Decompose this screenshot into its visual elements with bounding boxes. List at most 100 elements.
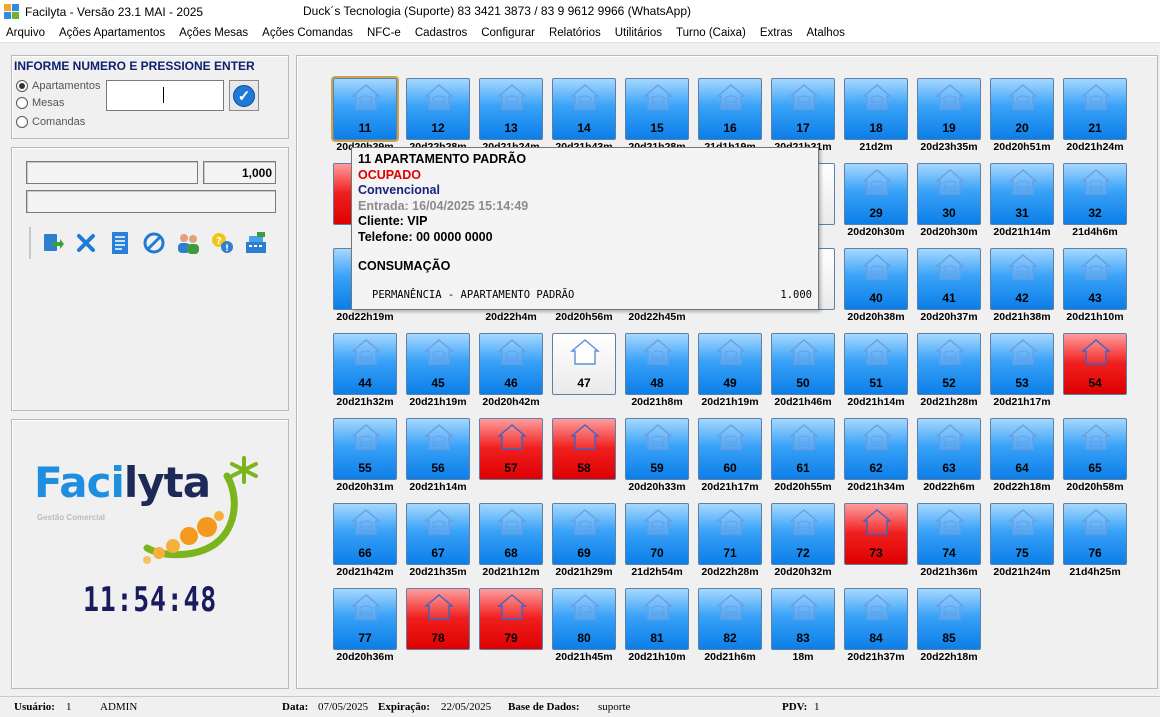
room-tile[interactable]: 83 — [771, 588, 835, 650]
room-tile[interactable]: 52 — [917, 333, 981, 395]
delete-icon[interactable] — [71, 228, 101, 258]
quantity-field[interactable]: 1,000 — [203, 161, 276, 184]
menu-arquivo[interactable]: Arquivo — [6, 26, 45, 39]
room-tile[interactable]: 47 — [552, 333, 616, 395]
room-tile[interactable]: 20 — [990, 78, 1054, 140]
room-tile[interactable]: 21 — [1063, 78, 1127, 140]
menu-relat-rios[interactable]: Relatórios — [548, 26, 601, 39]
radio-apartamentos[interactable]: Apartamentos — [16, 80, 100, 92]
room-tile[interactable]: 67 — [406, 503, 470, 565]
menu-bar: Arquivo Ações Apartamentos Ações Mesas Açõe… — [0, 23, 1160, 43]
room-tile[interactable]: 65 — [1063, 418, 1127, 480]
room-tile[interactable]: 15 — [625, 78, 689, 140]
room-elapsed-time: 20d20h33m — [628, 481, 686, 493]
room-tile[interactable]: 14 — [552, 78, 616, 140]
room-tile[interactable]: 45 — [406, 333, 470, 395]
cancel-icon[interactable] — [139, 228, 169, 258]
room-tile[interactable]: 31 — [990, 163, 1054, 225]
radio-circle[interactable] — [16, 116, 28, 128]
room-tile[interactable]: 55 — [333, 418, 397, 480]
room-tile[interactable]: 49 — [698, 333, 762, 395]
users-icon[interactable] — [173, 228, 203, 258]
room-tile[interactable]: 42 — [990, 248, 1054, 310]
room-tile[interactable]: 72 — [771, 503, 835, 565]
check-icon: ✓ — [233, 84, 255, 107]
radio-mesas[interactable]: Mesas — [16, 97, 64, 109]
menu-nfc-e[interactable]: NFC-e — [366, 26, 401, 39]
room-tile[interactable]: 82 — [698, 588, 762, 650]
room-tile[interactable]: 75 — [990, 503, 1054, 565]
radio-circle[interactable] — [16, 80, 28, 92]
room-tile[interactable]: 62 — [844, 418, 908, 480]
room-tile[interactable]: 40 — [844, 248, 908, 310]
room-tile[interactable]: 71 — [698, 503, 762, 565]
room-tile[interactable]: 80 — [552, 588, 616, 650]
room-tile[interactable]: 13 — [479, 78, 543, 140]
menu-extras[interactable]: Extras — [759, 26, 793, 39]
user-label: Usuário: — [14, 701, 55, 713]
room-tile[interactable]: 85 — [917, 588, 981, 650]
room-tile[interactable]: 29 — [844, 163, 908, 225]
room-tile[interactable]: 11 — [331, 76, 399, 142]
room-tile[interactable]: 76 — [1063, 503, 1127, 565]
menu-atalhos[interactable]: Atalhos — [806, 26, 845, 39]
menu-a-es-comandas[interactable]: Ações Comandas — [262, 26, 353, 39]
app-icon — [4, 3, 20, 20]
room-tile[interactable]: 54 — [1063, 333, 1127, 395]
menu-utilit-rios[interactable]: Utilitários — [614, 26, 663, 39]
room-tile[interactable]: 74 — [917, 503, 981, 565]
menu-cadastros[interactable]: Cadastros — [414, 26, 468, 39]
room-tile[interactable]: 79 — [479, 588, 543, 650]
room-tile[interactable]: 53 — [990, 333, 1054, 395]
ticket-icon[interactable] — [105, 228, 135, 258]
room-tile[interactable]: 60 — [698, 418, 762, 480]
room-tile[interactable]: 70 — [625, 503, 689, 565]
room-tile[interactable]: 66 — [333, 503, 397, 565]
room-tile[interactable]: 48 — [625, 333, 689, 395]
room-tile[interactable]: 46 — [479, 333, 543, 395]
room-tile[interactable]: 19 — [917, 78, 981, 140]
menu-turno-caixa-[interactable]: Turno (Caixa) — [676, 26, 746, 39]
radio-circle[interactable] — [16, 97, 28, 109]
room-tile[interactable]: 77 — [333, 588, 397, 650]
help-icon[interactable]: ?! — [207, 228, 237, 258]
room-tile[interactable]: 43 — [1063, 248, 1127, 310]
room-tile[interactable]: 63 — [917, 418, 981, 480]
room-tile[interactable]: 78 — [406, 588, 470, 650]
export-icon[interactable] — [37, 228, 67, 258]
room-tile[interactable]: 17 — [771, 78, 835, 140]
radio-comandas[interactable]: Comandas — [16, 116, 85, 128]
room-tile[interactable]: 73 — [844, 503, 908, 565]
room-elapsed-time: 20d23h35m — [920, 141, 978, 153]
room-tile[interactable]: 57 — [479, 418, 543, 480]
room-tile[interactable]: 68 — [479, 503, 543, 565]
room-tile[interactable]: 44 — [333, 333, 397, 395]
room-tile[interactable]: 12 — [406, 78, 470, 140]
room-elapsed-time: 20d21h24m — [1066, 141, 1124, 153]
room-tile[interactable]: 56 — [406, 418, 470, 480]
room-tile[interactable]: 59 — [625, 418, 689, 480]
room-tile[interactable]: 61 — [771, 418, 835, 480]
product-description-field[interactable] — [26, 161, 198, 184]
room-tile[interactable]: 69 — [552, 503, 616, 565]
room-tile[interactable]: 30 — [917, 163, 981, 225]
room-tile[interactable]: 58 — [552, 418, 616, 480]
number-input[interactable] — [106, 80, 224, 111]
room-tile[interactable]: 81 — [625, 588, 689, 650]
confirm-button[interactable]: ✓ — [229, 80, 259, 111]
cashier-icon[interactable] — [241, 228, 271, 258]
room-tile[interactable]: 32 — [1063, 163, 1127, 225]
room-tile[interactable]: 18 — [844, 78, 908, 140]
room-tile[interactable]: 51 — [844, 333, 908, 395]
room-tile[interactable]: 41 — [917, 248, 981, 310]
menu-a-es-mesas[interactable]: Ações Mesas — [179, 26, 249, 39]
menu-configurar[interactable]: Configurar — [481, 26, 535, 39]
room-tile[interactable]: 50 — [771, 333, 835, 395]
note-field[interactable] — [26, 190, 276, 213]
room-tile[interactable]: 84 — [844, 588, 908, 650]
search-panel: INFORME NUMERO E PRESSIONE ENTER Apartam… — [11, 55, 289, 139]
menu-a-es-apartamentos[interactable]: Ações Apartamentos — [59, 26, 166, 39]
room-number: 53 — [1015, 376, 1029, 390]
room-tile[interactable]: 16 — [698, 78, 762, 140]
room-tile[interactable]: 64 — [990, 418, 1054, 480]
